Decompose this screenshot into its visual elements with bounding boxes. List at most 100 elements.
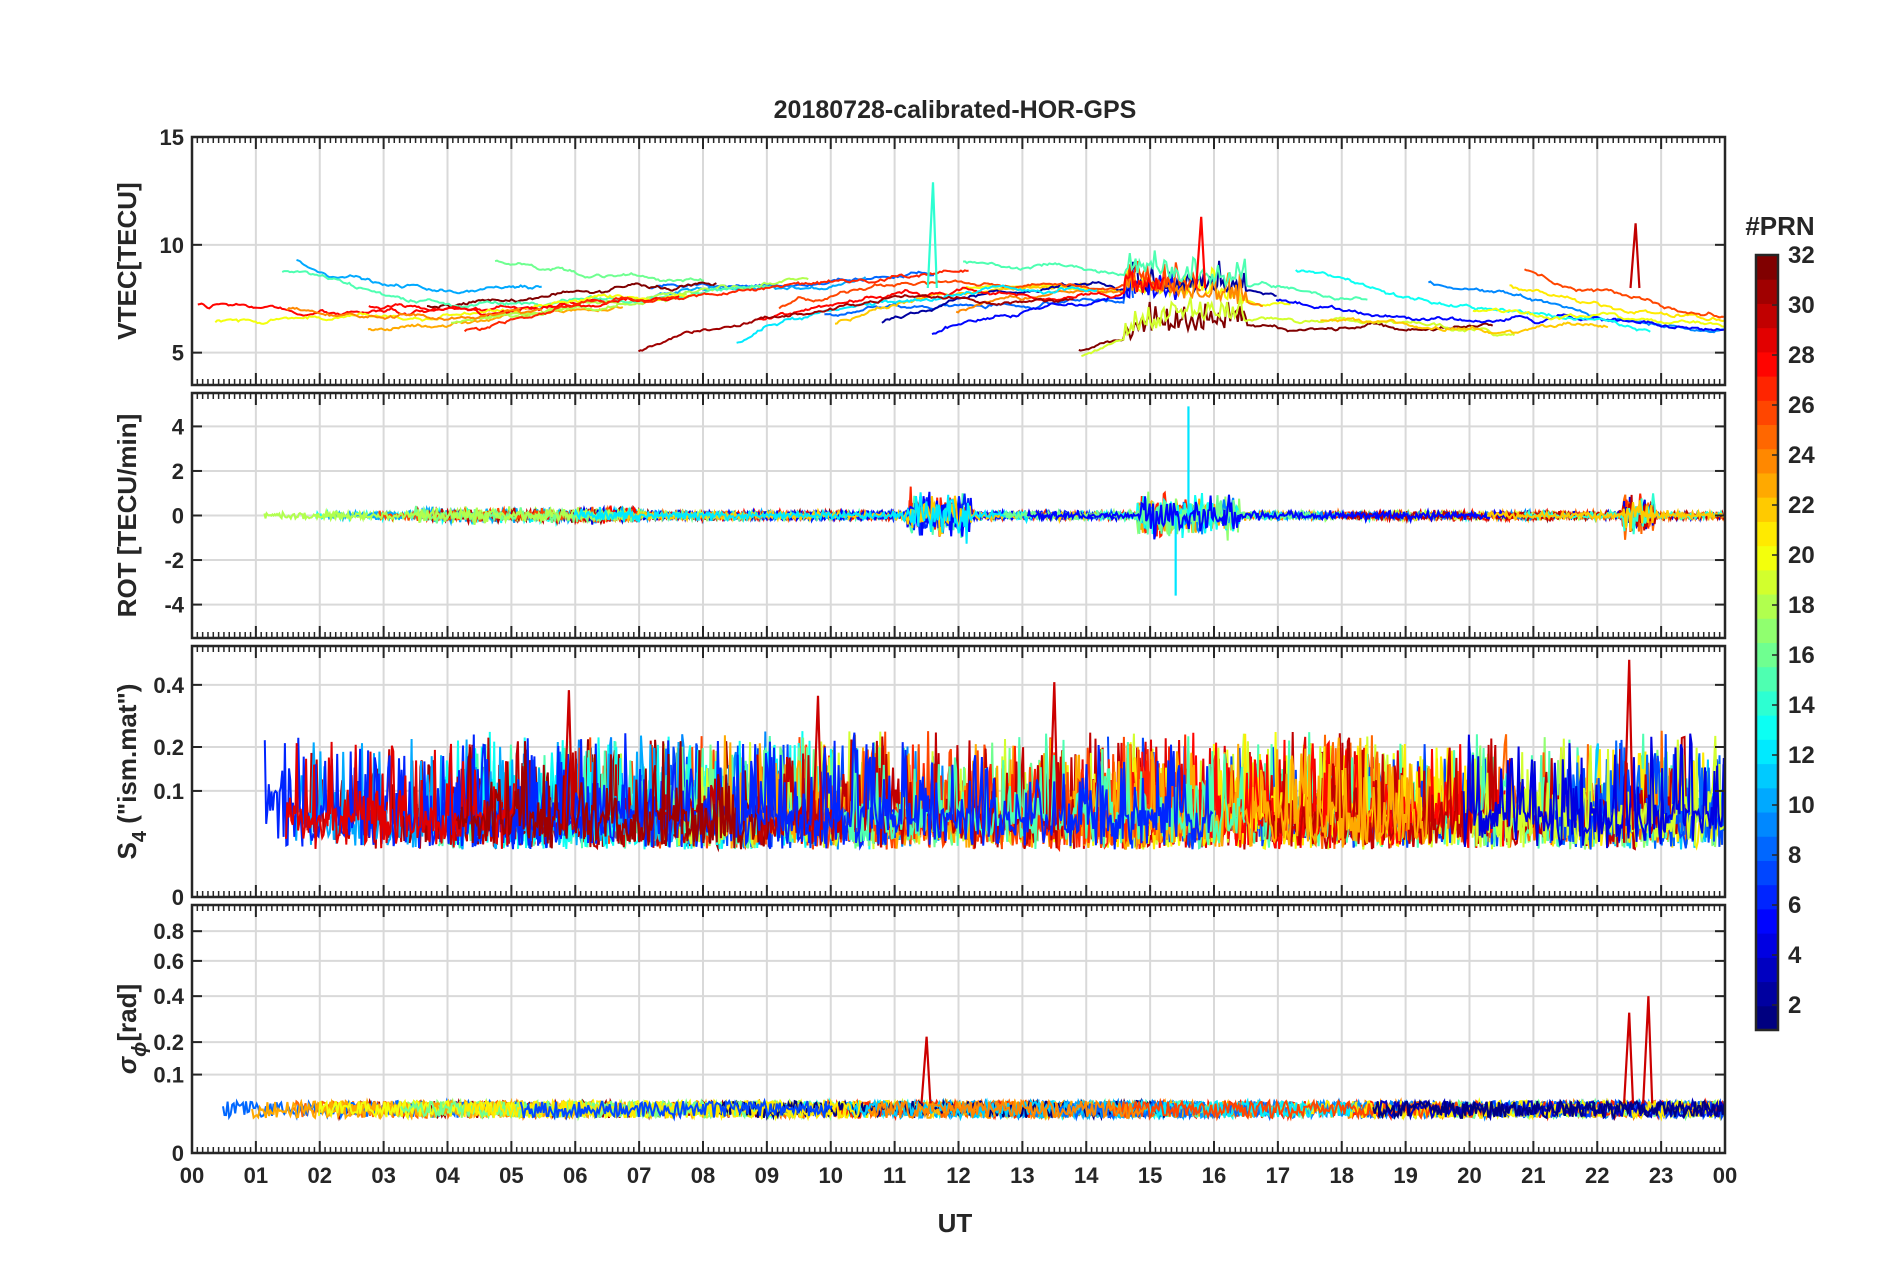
colorbar-tick-label: 28 <box>1788 342 1815 369</box>
y-tick-label: 0.2 <box>153 735 184 760</box>
y-tick-label: 15 <box>160 125 184 150</box>
series-line-prn <box>1099 737 1431 850</box>
x-tick-label: 08 <box>691 1163 715 1188</box>
colorbar-tick-label: 12 <box>1788 742 1815 769</box>
colorbar-tick-label: 30 <box>1788 292 1815 319</box>
colorbar-swatch <box>1756 594 1778 619</box>
series-vtec <box>197 182 1725 358</box>
series-line-prn <box>1462 733 1725 849</box>
x-tick-label: 12 <box>946 1163 970 1188</box>
series-line-prn <box>736 284 1098 344</box>
colorbar-swatch <box>1756 448 1778 474</box>
series-line-prn <box>735 732 1214 850</box>
colorbar-swatch <box>1756 255 1778 280</box>
x-tick-label: 23 <box>1649 1163 1673 1188</box>
colorbar-frame <box>1754 253 1780 1032</box>
peak-mark <box>1048 682 1060 830</box>
x-tick-label: 10 <box>819 1163 843 1188</box>
series-line-prn <box>1487 500 1725 532</box>
colorbar-tick-label: 20 <box>1788 542 1815 569</box>
y-tick-label: 0.4 <box>153 673 184 698</box>
x-tick-label: 05 <box>499 1163 523 1188</box>
colorbar-swatch <box>1756 812 1778 837</box>
colorbar-tick-label: 14 <box>1788 692 1815 719</box>
peak-mark <box>562 690 574 830</box>
colorbar-label: #PRN <box>1745 211 1814 241</box>
series-line-prn <box>955 268 1264 314</box>
x-tick-label: 13 <box>1010 1163 1034 1188</box>
colorbar-swatch <box>1756 472 1778 498</box>
x-tick-label: 15 <box>1138 1163 1162 1188</box>
colorbar-swatch <box>1756 884 1778 910</box>
colorbar-tick-label: 10 <box>1788 792 1815 819</box>
series-line-prn <box>1372 1098 1725 1122</box>
series-line-prn <box>1472 307 1725 328</box>
x-tick-label: 01 <box>244 1163 268 1188</box>
y-axis-label: σϕ[rad] <box>112 984 151 1074</box>
peak-mark <box>1623 659 1635 830</box>
y-axis-label: VTEC[TECU] <box>112 182 142 339</box>
colorbar-tick-label: 18 <box>1788 592 1815 619</box>
colorbar-tick-label: 24 <box>1788 442 1815 469</box>
series-line-prn <box>1523 493 1725 535</box>
y-axis-label: ROT [TECU/min] <box>112 414 142 618</box>
series-line-prn <box>1107 1097 1484 1122</box>
colorbar-tick-label: 6 <box>1788 892 1801 919</box>
series-line-prn <box>313 506 709 525</box>
colorbar-swatch <box>1756 715 1778 740</box>
colorbar-swatch <box>1756 1005 1778 1031</box>
x-ticks-vtec <box>191 137 1726 385</box>
y-tick-label: -4 <box>164 593 184 618</box>
y-tick-label: 0.2 <box>153 1030 184 1055</box>
colorbar-swatch <box>1756 279 1778 304</box>
series-line-prn <box>757 266 1165 321</box>
series-line-prn <box>867 1098 1147 1120</box>
y-tick-label: 2 <box>172 459 184 484</box>
x-tick-label: 16 <box>1202 1163 1226 1188</box>
peak-mark <box>920 1036 932 1104</box>
colorbar-swatch <box>1756 400 1778 426</box>
series-line-prn <box>367 305 624 332</box>
colorbar-tick-label: 22 <box>1788 492 1815 519</box>
peak-mark <box>1642 996 1654 1104</box>
series-line-prn <box>1275 298 1725 332</box>
series-line-prn <box>463 269 969 333</box>
colorbar-swatch <box>1756 739 1778 765</box>
panel-s4: 0 0.1 0.2 0.4S4 ("ism.mat") <box>112 644 1727 910</box>
x-tick-label: 00 <box>180 1163 204 1188</box>
peak-mark <box>1623 1012 1635 1104</box>
x-tick-label: 20 <box>1457 1163 1481 1188</box>
y-tick-label: 0.4 <box>153 984 184 1009</box>
chart-title: 20180728-calibrated-HOR-GPS <box>774 96 1137 124</box>
x-tick-label: 09 <box>755 1163 779 1188</box>
x-tick-label: 02 <box>308 1163 332 1188</box>
panel-vtec: 5 10 15 VTEC[TECU] <box>112 125 1727 387</box>
colorbar-swatch <box>1756 957 1778 983</box>
x-tick-label: 00 <box>1713 1163 1737 1188</box>
colorbar-swatch <box>1756 981 1778 1007</box>
series-line-prn <box>1427 280 1724 334</box>
series-line-prn <box>214 293 699 325</box>
peak-mark <box>811 695 823 830</box>
y-tick-label: 0 <box>172 885 184 910</box>
panel-sigma_phi: 0 0.1 0.2 0.4 0.6 0.8 σϕ[rad] <box>112 903 1727 1166</box>
x-tick-label: 22 <box>1585 1163 1609 1188</box>
x-ticks-sigma_phi <box>191 905 1726 1153</box>
x-tick-label: 21 <box>1521 1163 1545 1188</box>
colorbar-swatch <box>1756 545 1778 571</box>
colorbar-swatch <box>1756 642 1778 668</box>
series-line-prn <box>494 259 705 283</box>
y-axis-label: S4 ("ism.mat") <box>112 684 151 860</box>
x-tick-label: 19 <box>1393 1163 1417 1188</box>
series-s4 <box>263 659 1725 853</box>
colorbar-swatch <box>1756 933 1778 958</box>
y-tick-label: 10 <box>160 233 184 258</box>
y-tick-label: 0 <box>172 1141 184 1166</box>
x-axis-label: UT <box>938 1208 973 1238</box>
series-line-prn <box>1026 494 1507 540</box>
y-tick-label: 0 <box>172 504 184 529</box>
y-tick-label: 0.1 <box>153 1063 184 1088</box>
y-tick-label: 0.1 <box>153 779 184 804</box>
